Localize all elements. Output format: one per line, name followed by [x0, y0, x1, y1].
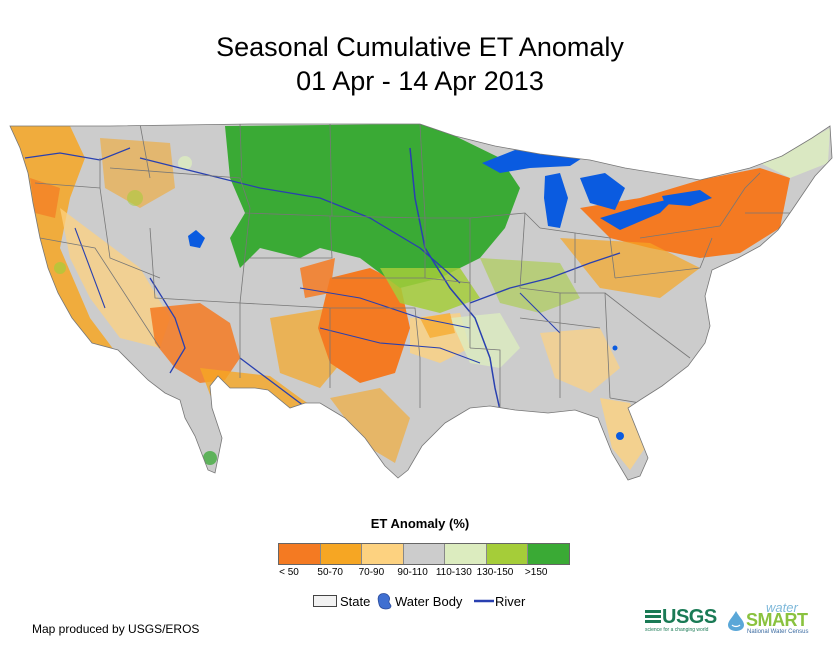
colorado-river — [149, 277, 186, 374]
water-body-symbol — [377, 593, 392, 610]
river-symbol — [474, 599, 494, 603]
tennessee-river — [519, 292, 561, 334]
legend-key-water-body: Water Body — [375, 592, 462, 610]
mississippi-river — [409, 147, 501, 411]
lake-erie — [600, 198, 675, 230]
idaho-montana-dry-region — [100, 138, 175, 208]
watersmart-logo: water SMART National Water Census — [726, 600, 821, 642]
legend-class-label: 130-150 — [476, 567, 514, 578]
lake-ontario — [662, 190, 712, 206]
map-date-range: 01 Apr - 14 Apr 2013 — [296, 66, 544, 96]
legend-swatch-3 — [402, 544, 444, 564]
usgs-logo: USGS science for a changing world — [645, 605, 723, 637]
montana-moist-speck — [178, 156, 192, 170]
legend-class-label: 90-110 — [397, 567, 428, 578]
legend-class-label: 70-90 — [358, 567, 385, 578]
watersmart-sub-text: National Water Census — [747, 629, 809, 635]
legend-swatch-0 — [279, 544, 320, 564]
river-key-label: River — [495, 593, 526, 609]
south-texas-dry-region — [330, 388, 410, 463]
sacramento-river — [74, 227, 106, 309]
great-salt-lake — [188, 230, 205, 248]
map-credit: Map produced by USGS/EROS — [32, 622, 200, 636]
legend-class-label: 110-130 — [435, 567, 472, 578]
oregon-coast-dry-patch — [30, 178, 60, 218]
maine-wet-speck — [754, 142, 766, 154]
state-key-label: State — [340, 593, 371, 609]
ohio-river — [469, 252, 621, 304]
columbia-river — [24, 147, 131, 161]
et-anomaly-map — [9, 123, 833, 481]
legend-title: ET Anomaly (%) — [370, 516, 470, 531]
ohio-valley-wet-patch — [480, 258, 580, 313]
mississippi-valley-moist-patch — [450, 313, 520, 368]
red-river — [319, 327, 481, 364]
legend-class-label: < 50 — [279, 567, 299, 578]
california-wet-speck — [54, 262, 66, 274]
state-symbol — [313, 595, 337, 607]
legend-class-label: 50-70 — [317, 567, 343, 578]
legend-key-river: River — [473, 592, 525, 610]
usgs-logo-tagline: science for a changing world — [645, 627, 709, 633]
colorado-very-dry-patch — [300, 258, 335, 298]
watersmart-top-text: water — [766, 600, 798, 615]
watersmart-main-text: SMART — [746, 610, 808, 630]
water-drop-icon — [728, 611, 744, 631]
mid-atlantic-dry-region — [560, 238, 700, 298]
water-body-key-label: Water Body — [395, 593, 463, 609]
arizona-very-dry-region — [150, 303, 240, 383]
map-title: Seasonal Cumulative ET Anomaly — [216, 32, 624, 62]
usgs-wave-icon — [645, 610, 661, 623]
northern-plains-very-wet-region — [225, 124, 520, 288]
southern-plains-very-dry-region — [318, 268, 410, 383]
great-basin-dry-region — [60, 208, 170, 348]
legend-swatch-1 — [319, 544, 361, 564]
lake-okeechobee — [616, 432, 624, 440]
legend-swatch-2 — [361, 544, 403, 564]
legend-swatch-6 — [527, 544, 569, 564]
legend-color-ramp — [278, 543, 570, 565]
legend-swatch-4 — [444, 544, 486, 564]
baja-wet-speck — [203, 451, 217, 465]
legend-class-labels: < 50 50-70 70-90 90-110 110-130 130-150 >150 — [264, 567, 574, 581]
lake-michigan — [544, 173, 568, 228]
state-borders — [34, 124, 790, 408]
lake-huron — [580, 173, 625, 210]
usgs-logo-text: USGS — [662, 606, 717, 628]
missouri-river — [139, 157, 461, 284]
idaho-wet-speck — [127, 190, 143, 206]
northeast-very-dry-region — [580, 168, 790, 258]
legend-class-label: >150 — [524, 567, 548, 578]
legend-swatch-5 — [485, 544, 527, 564]
southeast-reservoir — [612, 345, 618, 351]
legend-key-state: State — [313, 592, 370, 610]
